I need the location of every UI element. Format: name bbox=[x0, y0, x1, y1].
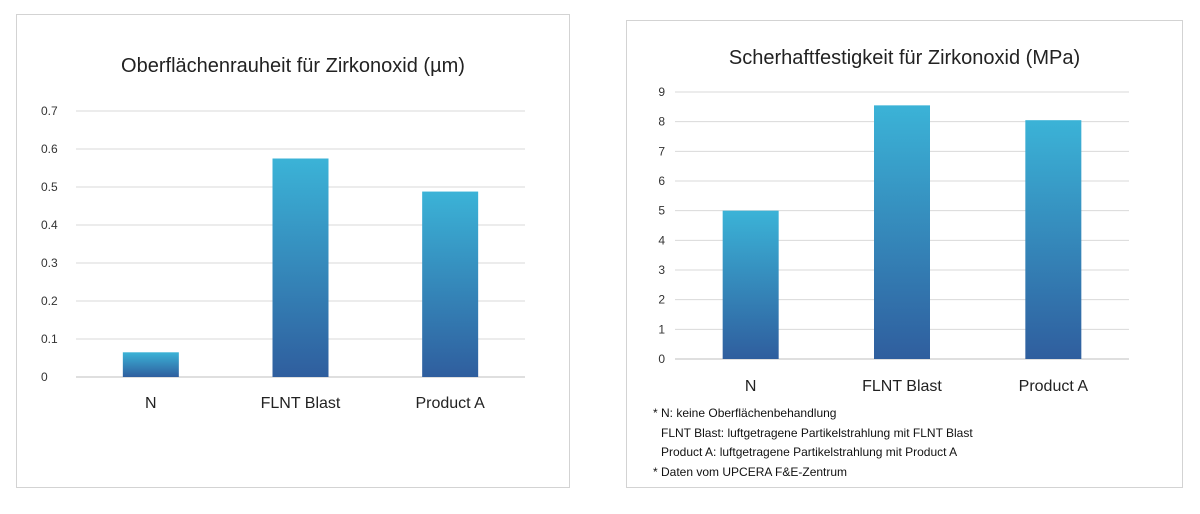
y-tick-label: 4 bbox=[658, 233, 665, 247]
y-tick-label: 7 bbox=[658, 144, 665, 158]
bar-flnt-blast bbox=[874, 105, 930, 359]
footnote-product-a: Product A: luftgetragene Partikelstrahlu… bbox=[661, 445, 958, 459]
y-tick-label: 0.1 bbox=[41, 332, 58, 346]
y-tick-label: 0.4 bbox=[41, 218, 58, 232]
chart-panel-shear-strength: Scherhaftfestigkeit für Zirkonoxid (MPa)… bbox=[626, 20, 1183, 488]
bar-n bbox=[122, 352, 179, 377]
x-tick-label: Product A bbox=[415, 395, 485, 412]
bar-product-a bbox=[422, 191, 479, 377]
y-tick-label: 6 bbox=[658, 174, 665, 188]
y-tick-label: 5 bbox=[658, 204, 665, 218]
bar-flnt-blast bbox=[272, 158, 329, 377]
y-tick-label: 0.7 bbox=[41, 104, 58, 118]
y-tick-label: 0.6 bbox=[41, 142, 58, 156]
bar-product-a bbox=[1025, 120, 1082, 359]
x-tick-label: FLNT Blast bbox=[862, 378, 942, 395]
chart-title-shear-strength: Scherhaftfestigkeit für Zirkonoxid (MPa) bbox=[728, 47, 1081, 69]
bar-chart-shear-strength: 0 1 2 3 4 5 6 7 8 9 N FLNT Blast Product A bbox=[658, 85, 1129, 395]
footnote-flnt-blast: FLNT Blast: luftgetragene Partikelstrahl… bbox=[661, 425, 973, 440]
y-tick-label: 8 bbox=[658, 115, 665, 129]
chart-title-roughness: Oberflächenrauheit für Zirkonoxid (µm) bbox=[121, 55, 465, 77]
y-tick-label: 0.2 bbox=[41, 294, 58, 308]
footnote-n: * N: keine Oberflächenbehandlung bbox=[653, 406, 837, 420]
footnote-data-source: * Daten vom UPCERA F&E-Zentrum bbox=[653, 464, 848, 479]
y-tick-label: 2 bbox=[658, 293, 665, 307]
x-tick-label: N bbox=[145, 395, 157, 412]
x-tick-label: FLNT Blast bbox=[261, 395, 341, 412]
x-tick-label: Product A bbox=[1019, 378, 1089, 395]
y-tick-label: 0.3 bbox=[41, 256, 58, 270]
y-tick-label: 9 bbox=[658, 85, 665, 99]
bar-chart-roughness: 0 0.1 0.2 0.3 0.4 0.5 0.6 0.7 N FLNT Blast Product… bbox=[41, 104, 525, 412]
y-tick-label: 0.5 bbox=[41, 180, 58, 194]
y-tick-label: 3 bbox=[658, 263, 665, 277]
y-tick-label: 0 bbox=[658, 352, 665, 366]
chart-panel-roughness: Oberflächenrauheit für Zirkonoxid (µm) 0… bbox=[16, 14, 570, 488]
bar-n bbox=[722, 210, 779, 359]
footnotes: * N: keine Oberflächenbehandlung FLNT Bl… bbox=[653, 404, 973, 482]
y-tick-label: 0 bbox=[41, 370, 48, 384]
x-tick-label: N bbox=[745, 378, 757, 395]
y-tick-label: 1 bbox=[658, 322, 665, 336]
